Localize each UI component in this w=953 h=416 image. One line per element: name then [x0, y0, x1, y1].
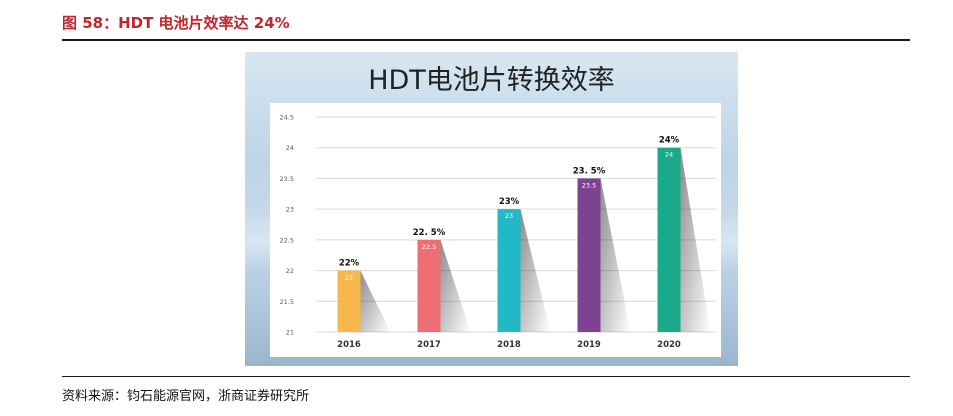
plot-area: 21 21.5 22 22.5 23 23.5 24 24.5 22 22% 2016 22.5 22.…: [270, 103, 721, 357]
data-label: 23%: [499, 197, 520, 207]
y-tick-label: 24: [286, 144, 294, 152]
bar-inner-label: 22: [345, 274, 353, 282]
data-label: 22%: [339, 259, 360, 269]
x-tick-label: 2018: [497, 340, 521, 350]
top-rule: [62, 39, 910, 41]
x-tick-label: 2019: [577, 340, 601, 350]
bar-shadow: [600, 178, 631, 332]
chart-title: HDT电池片转换效率: [368, 65, 615, 96]
bar-inner-label: 24: [665, 151, 673, 159]
bar-inner-label: 22.5: [422, 243, 436, 251]
y-tick-label: 22: [286, 267, 294, 275]
x-tick-label: 2017: [417, 340, 441, 350]
bar-chart: 21 21.5 22 22.5 23 23.5 24 24.5 22 22% 2016 22.5 22.…: [280, 114, 716, 350]
y-tick-label: 21.5: [280, 298, 294, 306]
y-tick-label: 23: [286, 206, 294, 214]
y-tick-label: 21: [286, 329, 294, 337]
figure-caption: 图 58：HDT 电池片效率达 24%: [62, 14, 290, 32]
bar: [337, 270, 361, 332]
y-tick-label: 23.5: [280, 175, 294, 183]
x-tick-label: 2016: [337, 340, 361, 350]
y-tick-label: 22.5: [280, 236, 294, 244]
x-tick-label: 2020: [657, 340, 681, 350]
bar: [577, 178, 601, 332]
y-tick-label: 24.5: [280, 114, 294, 122]
data-label: 23. 5%: [573, 166, 606, 176]
bar: [497, 209, 521, 332]
bar-inner-label: 23: [505, 212, 513, 220]
bar-shadow: [520, 209, 551, 332]
bar-inner-label: 23.5: [582, 181, 596, 189]
bar-shadow: [680, 147, 711, 332]
bar: [657, 147, 681, 332]
source-note: 资料来源：钧石能源官网，浙商证券研究所: [62, 389, 310, 404]
bar-shadow: [360, 270, 391, 332]
bottom-rule: [62, 376, 910, 377]
bar-shadow: [440, 239, 471, 332]
data-label: 22. 5%: [413, 228, 446, 238]
data-label: 24%: [659, 136, 680, 146]
bar: [417, 239, 441, 332]
